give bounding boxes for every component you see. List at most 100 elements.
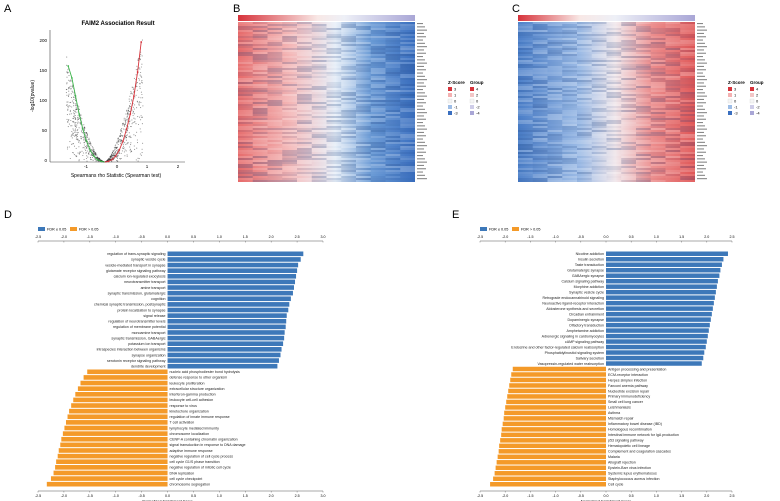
category-label: signal release bbox=[143, 314, 165, 318]
heatmap-cell bbox=[547, 142, 563, 144]
heatmap-cell bbox=[297, 36, 312, 38]
legend-group-value: 0 bbox=[756, 99, 759, 104]
heatmap-cell bbox=[650, 78, 666, 80]
heatmap-cell bbox=[650, 76, 666, 78]
heatmap-cell bbox=[252, 54, 268, 56]
heatmap-cell bbox=[370, 152, 386, 154]
heatmap-cell bbox=[636, 72, 651, 74]
heatmap-cell bbox=[268, 84, 283, 86]
category-label: Small cell lung cancer bbox=[608, 400, 644, 404]
heatmap-cell bbox=[621, 74, 636, 76]
heatmap-cell bbox=[680, 70, 695, 72]
heatmap-cell bbox=[297, 124, 312, 126]
heatmap-cell bbox=[606, 152, 622, 154]
enrichment-bar bbox=[64, 425, 168, 431]
heatmap-cell bbox=[518, 60, 533, 62]
volcano-point bbox=[138, 158, 140, 160]
heatmap-cell bbox=[577, 178, 592, 180]
gene-label-mark bbox=[697, 69, 706, 71]
heatmap-cell bbox=[282, 170, 297, 172]
heatmap-cell bbox=[562, 100, 577, 102]
heatmap-cell bbox=[547, 48, 563, 50]
heatmap-cell bbox=[577, 58, 592, 60]
x-tick-label: -1.0 bbox=[552, 235, 558, 239]
volcano-point bbox=[68, 79, 70, 81]
heatmap-cell bbox=[562, 40, 577, 42]
gene-label-mark bbox=[417, 56, 423, 58]
heatmap-cell bbox=[518, 96, 533, 98]
heatmap-cell bbox=[591, 40, 607, 42]
volcano-point bbox=[114, 145, 116, 147]
heatmap-cell bbox=[547, 152, 563, 154]
heatmap-cell bbox=[518, 144, 533, 146]
volcano-point bbox=[76, 129, 78, 132]
heatmap-cell bbox=[341, 126, 356, 128]
heatmap-cell bbox=[356, 76, 371, 78]
heatmap-cell bbox=[665, 74, 681, 76]
heatmap-cell bbox=[238, 162, 253, 164]
heatmap-cell bbox=[665, 172, 681, 174]
heatmap-cell bbox=[238, 76, 253, 78]
heatmap-cell bbox=[577, 150, 592, 152]
heatmap-cell bbox=[518, 146, 533, 148]
volcano-point bbox=[133, 77, 135, 79]
heatmap-cell bbox=[547, 174, 563, 176]
volcano-point bbox=[71, 106, 73, 108]
heatmap-cell bbox=[547, 104, 563, 106]
heatmap-cell bbox=[385, 54, 401, 56]
heatmap-cell bbox=[532, 140, 548, 142]
heatmap-cell bbox=[267, 48, 283, 50]
heatmap-cell bbox=[341, 140, 356, 142]
heatmap-cell bbox=[297, 58, 312, 60]
heatmap-cell bbox=[606, 104, 622, 106]
heatmap-cell bbox=[311, 56, 327, 58]
heatmap-cell bbox=[636, 68, 651, 70]
heatmap-cell bbox=[400, 32, 415, 34]
heatmap-cell bbox=[680, 90, 695, 92]
heatmap-cell bbox=[577, 142, 592, 144]
heatmap-cell bbox=[327, 78, 342, 80]
enrichment-bar bbox=[73, 397, 168, 403]
heatmap-cell bbox=[282, 178, 297, 180]
gene-label-mark bbox=[417, 36, 426, 38]
legend-label: FDR > 0.05 bbox=[521, 228, 541, 232]
heatmap-cell bbox=[651, 34, 666, 36]
gene-label-mark bbox=[697, 65, 704, 67]
gene-label-mark bbox=[697, 29, 707, 31]
volcano-point bbox=[75, 105, 77, 107]
heatmap-cell bbox=[547, 74, 563, 76]
heatmap-cell bbox=[238, 70, 253, 72]
heatmap-cell bbox=[547, 76, 563, 78]
heatmap-cell bbox=[238, 100, 253, 102]
volcano-point bbox=[137, 157, 139, 159]
heatmap-cell bbox=[297, 54, 312, 56]
enrichment-bar bbox=[167, 307, 289, 313]
heatmap-cell bbox=[518, 140, 533, 142]
heatmap-cell bbox=[518, 22, 533, 24]
heatmap-cell bbox=[238, 158, 253, 160]
heatmap-cell bbox=[297, 164, 312, 166]
heatmap-cell bbox=[591, 110, 607, 112]
heatmap-cell bbox=[680, 110, 695, 112]
heatmap-cell bbox=[356, 152, 371, 154]
heatmap-cell bbox=[665, 80, 681, 82]
heatmap-cell bbox=[385, 58, 401, 60]
heatmap-cell bbox=[297, 134, 312, 136]
heatmap-cell bbox=[680, 140, 695, 142]
heatmap-cell bbox=[518, 46, 533, 48]
heatmap-c-gene-labels bbox=[697, 23, 707, 180]
heatmap-cell bbox=[326, 122, 342, 124]
x-tick-label: 2.0 bbox=[704, 494, 709, 498]
heatmap-cell bbox=[400, 116, 415, 118]
heatmap-cell bbox=[370, 180, 386, 182]
heatmap-cell bbox=[591, 132, 607, 134]
gene-label-mark bbox=[417, 92, 425, 94]
category-label: lymphocyte mediated immunity bbox=[170, 426, 220, 430]
volcano-point bbox=[74, 128, 77, 130]
heatmap-cell bbox=[400, 136, 415, 138]
heatmap-cell bbox=[562, 108, 577, 110]
heatmap-cell bbox=[311, 160, 327, 162]
volcano-point bbox=[121, 128, 123, 130]
heatmap-cell bbox=[370, 168, 386, 170]
heatmap-cell bbox=[621, 40, 636, 42]
